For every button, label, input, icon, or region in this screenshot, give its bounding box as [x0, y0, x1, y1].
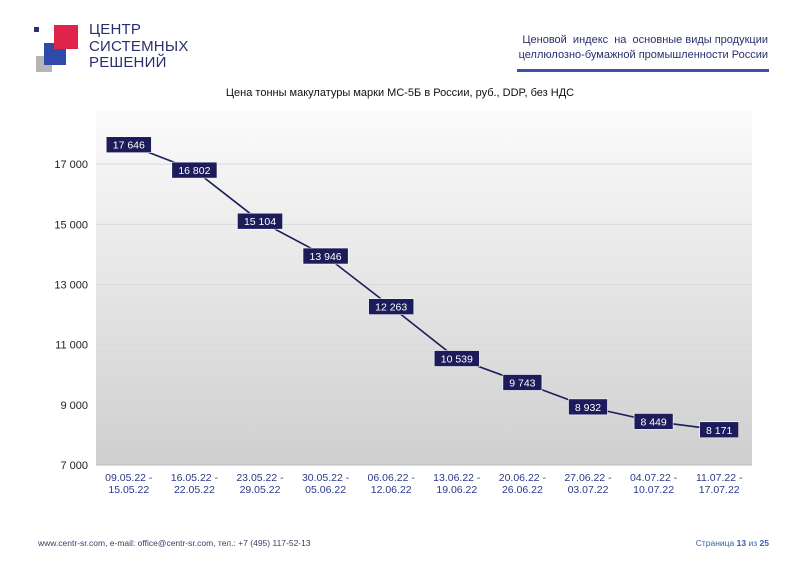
x-tick-label: 19.06.22 [436, 484, 477, 496]
x-tick-label: 17.07.22 [699, 484, 740, 496]
logo-text: ЦЕНТР СИСТЕМНЫХ РЕШЕНИЙ [89, 21, 189, 72]
footer-contacts: www.centr-sr.com, e-mail: office@centr-s… [38, 538, 311, 548]
data-label-box [502, 374, 543, 391]
x-tick-label: 16.05.22 - [171, 472, 219, 484]
page-total: 25 [759, 538, 769, 548]
data-label: 8 932 [568, 398, 608, 416]
data-label-text: 10 539 [441, 354, 473, 366]
x-tick-label: 04.07.22 - [630, 472, 678, 484]
x-tick-label: 20.06.22 - [499, 472, 547, 484]
data-label: 9 743 [502, 374, 543, 391]
data-label: 8 171 [699, 421, 740, 439]
data-label-box [633, 413, 674, 430]
x-tick-label: 05.06.22 [305, 484, 346, 496]
y-tick-label: 7 000 [60, 460, 88, 472]
x-tick-label: 30.05.22 - [302, 472, 350, 484]
data-label-text: 9 743 [509, 377, 535, 389]
x-tick-label: 29.05.22 [240, 484, 281, 496]
data-label-text: 16 802 [178, 165, 210, 177]
logo-line-3: РЕШЕНИЙ [89, 54, 167, 71]
x-tick-label: 22.05.22 [174, 484, 215, 496]
data-label: 16 802 [171, 161, 218, 179]
x-tick-label: 10.07.22 [633, 484, 674, 496]
data-label: 12 263 [368, 298, 415, 315]
x-tick-label: 27.06.22 - [564, 472, 612, 484]
y-tick-label: 11 000 [55, 340, 88, 352]
data-label-box [433, 350, 480, 367]
data-label-text: 8 932 [575, 402, 601, 414]
x-tick-label: 06.06.22 - [368, 472, 416, 484]
logo-line-1: ЦЕНТР [89, 21, 142, 38]
data-label-text: 15 104 [244, 216, 276, 228]
logo-red-square [54, 25, 78, 49]
data-label-box [699, 421, 740, 439]
x-tick-label: 09.05.22 - [105, 472, 153, 484]
data-label-text: 8 171 [706, 425, 732, 437]
x-tick-label: 26.06.22 [502, 484, 543, 496]
series-line [128, 143, 720, 431]
data-label-box [237, 212, 283, 230]
document-title-line-2: целлюлозно-бумажной промышленности Росси… [518, 49, 768, 61]
x-tick-label: 15.05.22 [108, 484, 149, 496]
x-tick-label: 23.05.22 - [236, 472, 284, 484]
logo-dark-square [34, 27, 39, 32]
page-separator: из [748, 538, 758, 548]
y-tick-label: 17 000 [54, 159, 88, 171]
x-tick-label: 11.07.22 - [696, 472, 743, 484]
data-label: 13 946 [302, 247, 349, 265]
y-tick-label: 9 000 [60, 400, 88, 412]
data-label: 10 539 [433, 350, 480, 367]
page-current: 13 [736, 538, 747, 548]
data-label-box [171, 161, 218, 179]
logo-line-2: СИСТЕМНЫХ [89, 37, 189, 55]
page-prefix: Страница [695, 538, 735, 548]
data-label-box [568, 398, 608, 416]
header-accent-bar [517, 69, 769, 72]
data-label: 17 646 [105, 136, 152, 154]
chart-title: Цена тонны макулатуры марки МС-5Б в Росс… [225, 87, 575, 99]
data-label-box [302, 247, 349, 265]
page-number: Страница 13 из 25 [696, 538, 769, 548]
data-label: 8 449 [633, 413, 674, 430]
data-label-text: 17 646 [113, 140, 145, 152]
x-tick-label: 12.06.22 [371, 484, 412, 496]
data-label-text: 8 449 [640, 416, 666, 428]
x-tick-label: 13.06.22 - [433, 472, 481, 484]
data-label-text: 12 263 [375, 302, 407, 314]
document-title-line-1: Ценовой индекс на основные виды продукци… [522, 34, 768, 46]
document-title: Ценовой индекс на основные виды продукци… [448, 33, 768, 63]
y-tick-label: 15 000 [54, 219, 88, 231]
data-label: 15 104 [237, 212, 283, 230]
data-label-box [105, 136, 152, 154]
data-label-box [368, 298, 415, 315]
x-tick-label: 03.07.22 [568, 484, 609, 496]
company-logo: ЦЕНТР СИСТЕМНЫХ РЕШЕНИЙ [34, 21, 188, 77]
data-label-text: 13 946 [310, 251, 342, 263]
y-tick-label: 13 000 [54, 279, 88, 291]
